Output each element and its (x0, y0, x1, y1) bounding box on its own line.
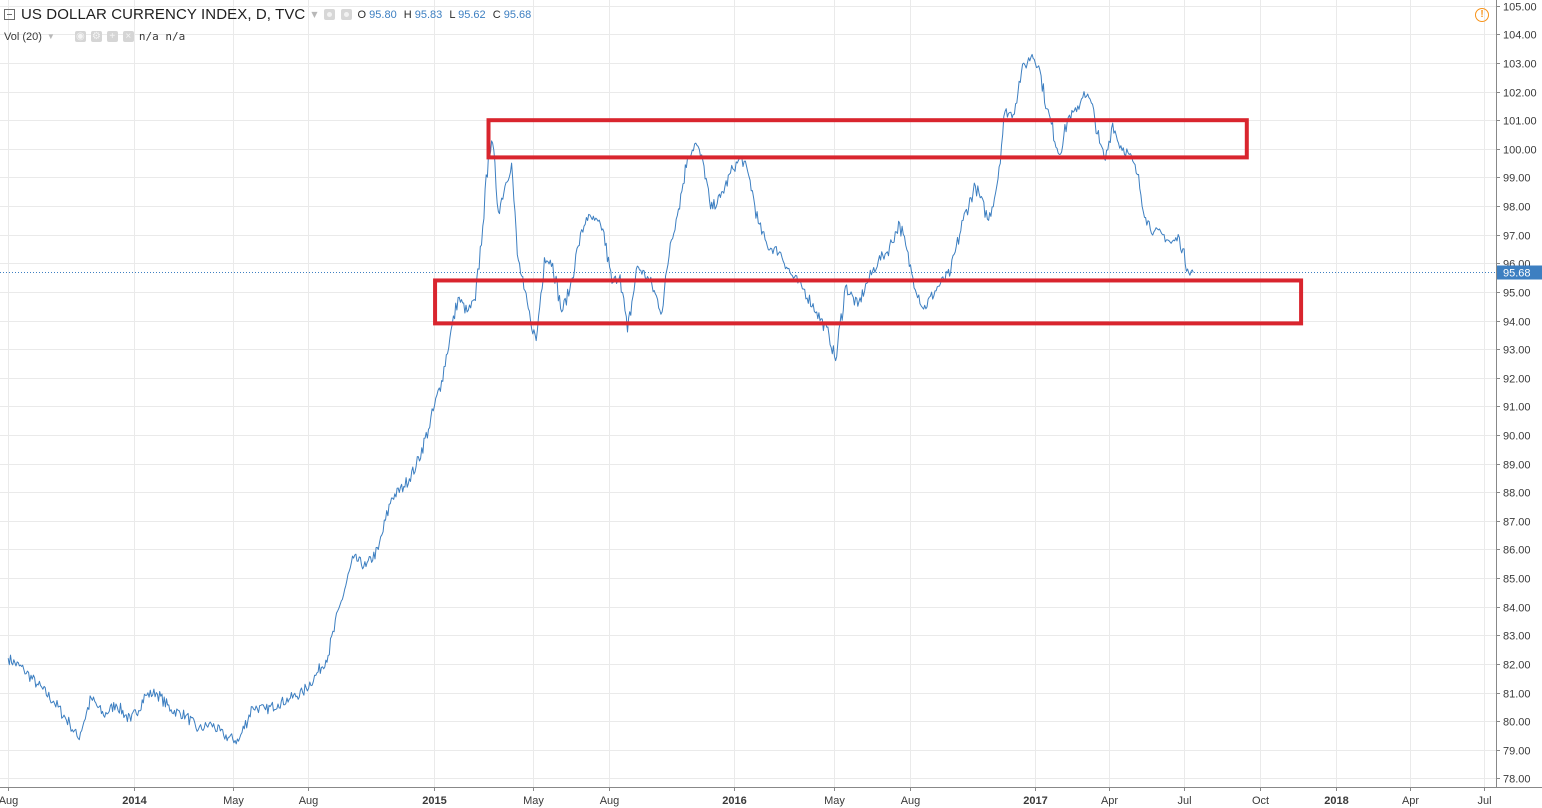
ohlc-values: O 95.80 H 95.83 L 95.62 C 95.68 (358, 9, 536, 21)
last-price-label: 95.68 (1503, 268, 1531, 280)
open-label: O (357, 8, 367, 21)
last-price-layer: 95.68 (0, 265, 1542, 280)
y-tick-label: 99.00 (1503, 173, 1531, 185)
y-tick-label: 90.00 (1503, 431, 1531, 443)
x-tick-label: May (523, 795, 544, 807)
close-label: C (492, 8, 501, 21)
x-tick-label: Jul (1477, 795, 1491, 807)
x-tick-label: Jul (1177, 795, 1191, 807)
y-tick-label: 92.00 (1503, 374, 1531, 386)
volume-legend: Vol (20) ▼ ◉ ⚙ + × n/a n/a (4, 30, 185, 43)
x-tick-label: Aug (299, 795, 319, 807)
y-tick-label: 87.00 (1503, 517, 1531, 529)
gear-icon[interactable] (340, 9, 352, 20)
grid-lines (0, 0, 1496, 787)
close-icon[interactable]: × (122, 31, 134, 42)
x-tick-label: 2014 (122, 795, 147, 807)
y-tick-label: 80.00 (1503, 717, 1531, 729)
range-rectangle[interactable] (433, 278, 1304, 326)
last-price-tag (1497, 265, 1542, 280)
y-tick-label: 94.00 (1503, 317, 1531, 329)
range-rectangle[interactable] (486, 118, 1249, 160)
y-tick-label: 101.00 (1503, 116, 1537, 128)
low-label: L (449, 8, 456, 21)
x-tick-label: May (824, 795, 845, 807)
x-tick-label: Aug (901, 795, 921, 807)
y-tick-label: 105.00 (1503, 2, 1537, 14)
y-tick-label: 98.00 (1503, 202, 1531, 214)
x-tick-label: 2016 (722, 795, 746, 807)
price-axis[interactable]: 105.00 104.00 103.00 102.00 101.00 100.00 99.0… (1496, 0, 1542, 808)
usd-index-line (7, 53, 1194, 745)
y-tick-label: 89.00 (1503, 460, 1531, 472)
chart-legend-header: US DOLLAR CURRENCY INDEX, D, TVC ▼ O 95.… (4, 6, 535, 23)
x-tick-label: Aug (600, 795, 620, 807)
symbol-title[interactable]: US DOLLAR CURRENCY INDEX, D, TVC (21, 6, 306, 23)
y-tick-label: 84.00 (1503, 603, 1531, 615)
x-tick-label: Apr (1402, 795, 1419, 807)
close-value: 95.68 (503, 8, 532, 21)
gear-icon[interactable]: ⚙ (90, 31, 102, 42)
y-tick-label: 79.00 (1503, 746, 1531, 758)
x-tick-label: Apr (1101, 795, 1118, 807)
time-axis[interactable]: Aug 2014 May Aug 2015 May Aug 2016 May Aug 2017 Apr… (0, 787, 1542, 807)
caret-down-icon[interactable]: ▼ (311, 10, 318, 19)
y-tick-label: 104.00 (1503, 30, 1537, 42)
y-tick-label: 86.00 (1503, 545, 1531, 557)
high-value: 95.83 (414, 8, 443, 21)
y-tick-label: 93.00 (1503, 345, 1531, 357)
x-tick-label: 2015 (422, 795, 446, 807)
high-label: H (403, 8, 412, 21)
y-tick-label: 100.00 (1503, 145, 1537, 157)
x-tick-label: May (223, 795, 244, 807)
y-tick-label: 83.00 (1503, 631, 1531, 643)
low-value: 95.62 (458, 8, 486, 21)
y-tick-label: 97.00 (1503, 231, 1531, 243)
x-tick-label: Oct (1252, 795, 1269, 807)
y-tick-label: 95.00 (1503, 288, 1531, 300)
x-tick-label: Aug (0, 795, 18, 807)
y-tick-label: 91.00 (1503, 402, 1531, 414)
price-axis-background (1496, 0, 1542, 808)
y-tick-label: 78.00 (1503, 774, 1531, 786)
eye-icon[interactable]: ◉ (74, 31, 86, 42)
volume-label[interactable]: Vol (20) (4, 30, 42, 43)
y-tick-label: 81.00 (1503, 689, 1531, 701)
exclamation-circle-icon[interactable]: ! (1475, 8, 1489, 22)
y-tick-label: 102.00 (1503, 88, 1537, 100)
x-tick-label: 2017 (1023, 795, 1047, 807)
caret-down-icon[interactable]: ▼ (46, 32, 55, 41)
y-tick-label: 103.00 (1503, 59, 1537, 71)
y-tick-label: 88.00 (1503, 488, 1531, 500)
annotation-layer[interactable] (433, 118, 1304, 326)
plus-icon[interactable]: + (106, 31, 118, 42)
eye-icon[interactable] (323, 9, 335, 20)
x-tick-label: 2018 (1324, 795, 1348, 807)
minus-box-icon[interactable] (4, 9, 15, 20)
series-layer (7, 53, 1194, 745)
y-tick-label: 85.00 (1503, 574, 1531, 586)
y-tick-label: 82.00 (1503, 660, 1531, 672)
open-value: 95.80 (369, 8, 397, 21)
volume-values: n/a n/a (138, 30, 186, 43)
